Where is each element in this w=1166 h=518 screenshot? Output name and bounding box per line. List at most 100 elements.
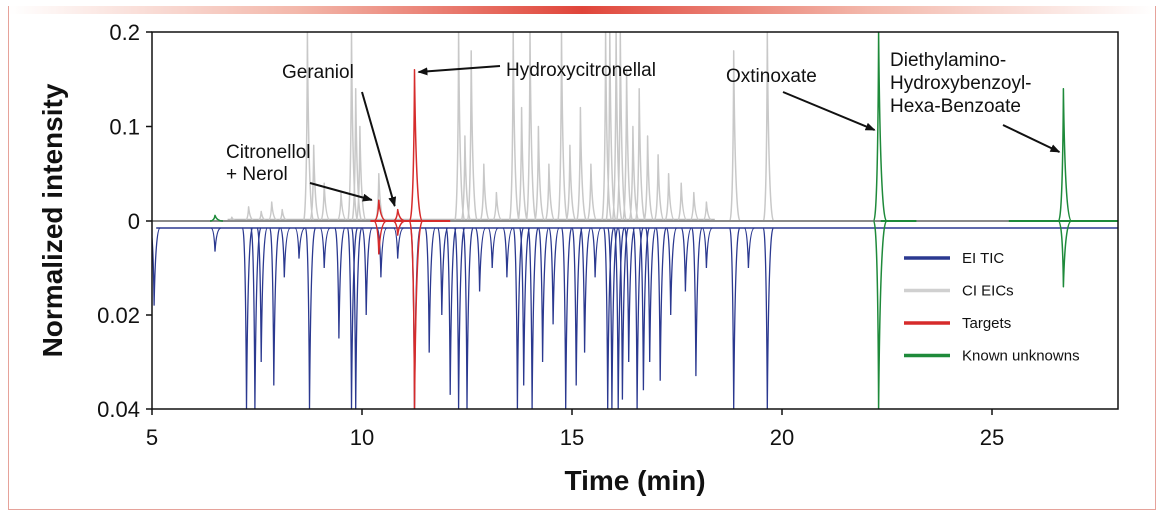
peak-ei-tic [527,227,539,409]
peak-ei-tic [624,227,636,363]
peak-known-unknowns [872,220,888,409]
header-accent-bar [9,6,1155,14]
peak-ei-tic [613,227,625,409]
peak-ei-tic [729,227,741,409]
annotation: Citronellol+ Nerol [226,142,373,202]
peak-ei-tic [579,227,592,353]
annotation-text: Geraniol [282,62,354,83]
peak-ei-tic [571,227,583,386]
peak-ei-tic [487,227,499,269]
peak-ci-eics [492,191,504,222]
peak-ci-eics [346,32,359,222]
peak-ci-eics [319,182,331,222]
peak-ei-tic [453,227,466,409]
peak-ei-tic [666,227,678,316]
peak-ei-tic [645,227,657,363]
annotation-arrow [782,91,876,131]
peak-ei-tic [743,227,755,269]
peak-ei-tic [474,227,487,292]
annotation-text: Diethylamino- [890,50,1006,71]
peak-ei-tic [607,227,619,409]
peak-ci-eics [355,125,368,222]
annotation-arrow [1002,124,1061,153]
y-tick-label: 0.04 [97,397,140,422]
peak-ci-eics [516,106,529,222]
peak-ei-tic [361,227,373,316]
peak-ei-tic [537,227,550,363]
peak-ei-tic [424,227,436,353]
x-tick-label: 10 [350,425,374,450]
peak-ci-eics [642,135,655,222]
peak-ei-tic [691,227,703,377]
peak-targets [373,199,387,222]
peak-ei-tic [617,227,630,400]
peak-ei-tic [210,227,222,252]
peak-ci-eics [575,106,588,222]
annotation-arrow [417,65,501,76]
annotation-text: + Nerol [226,164,288,185]
peak-ei-tic [638,227,651,391]
axes: 5 10 15 20 25 0.2 0.1 0 0.02 0.04 Time (min) Normal… [37,20,1119,496]
peak-ei-tic [762,227,774,409]
peak-known-unknowns [209,214,224,222]
peak-known-unknowns [1057,220,1072,288]
peak-ci-eics [621,69,634,222]
peak-ei-tic [376,227,388,278]
annotations: Citronellol+ Nerol Geraniol Hydroxycitrone… [226,50,1061,207]
x-tick-label: 5 [146,425,158,450]
peak-ei-tic [437,227,449,316]
peak-ei-tic [269,227,281,386]
plot-clip-group [152,32,1118,409]
peak-ci-eics [278,208,289,222]
peak-ei-tic [445,227,457,395]
peak-ci-eics [728,50,741,222]
peak-ei-tic [548,227,560,325]
peak-ci-eics [676,182,688,222]
peak-ci-eics [336,191,348,222]
peak-ci-eics [702,201,713,222]
annotation: Diethylamino-Hydroxybenzoyl-Hexa-Benzoat… [890,50,1061,153]
annotation-arrow [361,91,397,207]
peak-ci-eics [308,144,321,222]
peak-ei-tic [319,227,331,269]
legend-label: Targets [962,315,1011,332]
y-tick-label: 0.02 [97,303,140,328]
peak-ci-eics [302,32,315,222]
peak-ei-tic [561,227,573,409]
annotation: Oxtinoxate [726,66,876,131]
peak-ei-tic [304,227,317,409]
peak-targets [392,208,406,222]
x-tick-label: 20 [770,425,794,450]
peak-ci-eics [565,144,578,222]
peak-ei-tic [256,227,268,363]
annotation-text: Citronellol [226,142,310,163]
y-tick-label: 0.1 [109,115,140,140]
peak-ci-eics [556,32,569,222]
annotation-text: Hexa-Benzoate [890,96,1021,117]
peak-ei-tic [250,227,262,409]
peak-ei-tic [152,227,161,306]
peak-ei-tic [590,227,602,278]
y-tick-label: 0 [128,209,140,234]
peak-ei-tic [603,227,615,409]
peak-ei-tic [393,227,404,259]
peak-ci-eics [350,87,363,222]
peak-ei-tic [294,227,306,259]
annotation: Geraniol [282,62,397,207]
peak-ei-tic [519,227,531,386]
peak-targets [408,220,424,409]
y-tick-label: 0.2 [109,20,140,45]
peak-ci-eics [634,87,647,222]
peak-ci-eics [525,32,538,222]
plot-area [152,32,1118,409]
peak-ei-tic [346,227,359,409]
peak-ci-eics [466,50,479,222]
x-tick-label: 25 [980,425,1004,450]
peak-ci-eics [586,163,598,222]
peak-ci-eics [453,32,466,222]
peak-ei-tic [334,227,346,339]
peak-targets [392,220,406,236]
peak-ci-eics [508,32,521,222]
peak-ci-eics [689,191,701,222]
